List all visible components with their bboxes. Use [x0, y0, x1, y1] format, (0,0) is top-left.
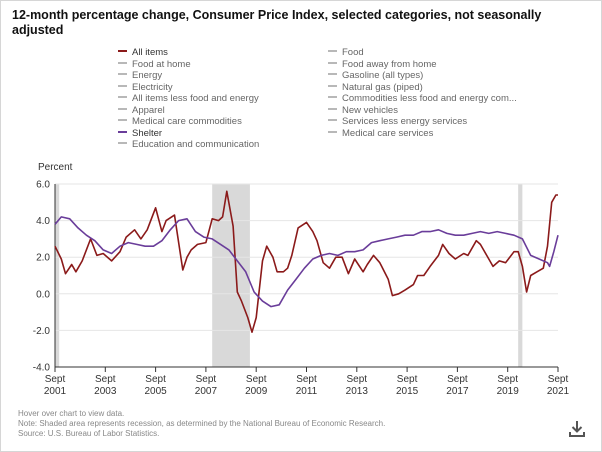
legend-item[interactable]: Food away from home: [328, 59, 437, 71]
hover-hint: Hover over chart to view data.: [18, 409, 125, 418]
legend-item[interactable]: Services less energy services: [328, 116, 467, 128]
legend-label: Food: [342, 47, 364, 58]
legend-item[interactable]: Apparel: [118, 105, 165, 117]
x-tick-label: Sept: [95, 374, 116, 385]
x-tick-label: 2013: [346, 386, 369, 397]
legend-item[interactable]: Food at home: [118, 59, 191, 71]
legend-swatch: [118, 96, 127, 99]
legend-item[interactable]: Food: [328, 47, 364, 59]
x-tick-label: 2003: [94, 386, 117, 397]
x-tick-label: Sept: [45, 374, 66, 385]
legend-swatch: [118, 73, 127, 76]
legend-swatch: [118, 130, 127, 133]
legend-swatch: [328, 84, 337, 87]
legend-swatch: [118, 142, 127, 145]
legend-label: Natural gas (piped): [342, 81, 423, 93]
y-tick-label: 4.0: [36, 216, 50, 227]
x-tick-label: Sept: [196, 374, 217, 385]
chart-title: 12-month percentage change, Consumer Pri…: [12, 8, 542, 37]
legend-label: Electricity: [132, 81, 173, 93]
recession-band: [55, 184, 60, 367]
legend-label: Medical care commodities: [132, 116, 242, 127]
legend-label: Medical care services: [342, 127, 434, 139]
legend-item[interactable]: New vehicles: [328, 105, 398, 117]
x-tick-label: 2019: [497, 386, 520, 397]
x-tick-label: 2005: [144, 386, 167, 397]
legend-item[interactable]: Gasoline (all types): [328, 70, 423, 82]
x-tick-label: 2021: [547, 386, 570, 397]
legend-swatch: [118, 84, 127, 87]
x-tick-label: Sept: [296, 374, 317, 385]
legend-swatch: [328, 61, 337, 64]
legend-item[interactable]: Commodities less food and energy com...: [328, 93, 517, 105]
legend-label: Food away from home: [342, 58, 437, 70]
y-tick-label: -2.0: [33, 326, 51, 337]
legend-item[interactable]: Medical care services: [328, 128, 433, 140]
download-icon[interactable]: [566, 418, 588, 440]
legend-label: Apparel: [132, 104, 165, 116]
legend-item[interactable]: All items less food and energy: [118, 93, 259, 105]
legend-swatch: [118, 119, 127, 122]
x-tick-label: Sept: [497, 374, 518, 385]
legend-swatch: [328, 107, 337, 110]
x-tick-label: Sept: [447, 374, 468, 385]
x-tick-label: Sept: [548, 374, 569, 385]
series-line-shelter[interactable]: [54, 216, 559, 308]
legend-swatch: [328, 73, 337, 76]
legend-swatch: [328, 130, 337, 133]
y-axis-label: Percent: [38, 162, 73, 173]
legend-label: All items less food and energy: [132, 93, 259, 104]
series-line-all-items[interactable]: [54, 190, 558, 333]
source-note: Source: U.S. Bureau of Labor Statistics.: [18, 429, 160, 438]
x-tick-label: 2011: [296, 386, 318, 397]
recession-note: Note: Shaded area represents recession, …: [18, 419, 386, 428]
legend-item[interactable]: Energy: [118, 70, 162, 82]
legend-item[interactable]: Electricity: [118, 82, 173, 94]
legend-item[interactable]: All items: [118, 47, 168, 59]
y-tick-label: 2.0: [36, 253, 50, 264]
legend-label: Commodities less food and energy com...: [342, 93, 517, 104]
x-tick-label: Sept: [145, 374, 166, 385]
legend-item[interactable]: Education and communication: [118, 139, 259, 151]
legend-swatch: [328, 50, 337, 53]
legend-label: All items: [132, 47, 168, 58]
footer-notes: Hover over chart to view data. Note: Sha…: [18, 409, 385, 439]
y-tick-label: 0.0: [36, 289, 50, 300]
legend-label: Shelter: [132, 127, 163, 139]
legend-label: Food at home: [132, 58, 191, 70]
legend-swatch: [118, 107, 127, 110]
legend-swatch: [328, 96, 337, 99]
x-tick-label: 2001: [44, 386, 67, 397]
legend-swatch: [328, 119, 337, 122]
y-tick-label: 6.0: [36, 180, 50, 191]
legend-label: Education and communication: [132, 139, 260, 150]
x-tick-label: Sept: [246, 374, 267, 385]
x-tick-label: 2007: [195, 386, 218, 397]
legend-label: Services less energy services: [342, 116, 468, 127]
legend-label: Gasoline (all types): [342, 70, 424, 81]
x-tick-label: 2015: [396, 386, 419, 397]
legend-label: Energy: [132, 70, 163, 81]
legend-swatch: [118, 61, 127, 64]
x-tick-label: Sept: [347, 374, 368, 385]
x-tick-label: 2009: [245, 386, 268, 397]
legend-item[interactable]: Shelter: [118, 128, 162, 140]
x-tick-label: 2017: [446, 386, 469, 397]
x-tick-label: Sept: [397, 374, 418, 385]
y-tick-label: -4.0: [33, 363, 51, 374]
recession-band: [518, 184, 523, 367]
legend-label: New vehicles: [342, 104, 398, 116]
legend-item[interactable]: Natural gas (piped): [328, 82, 423, 94]
legend-swatch: [118, 50, 127, 53]
legend-item[interactable]: Medical care commodities: [118, 116, 242, 128]
